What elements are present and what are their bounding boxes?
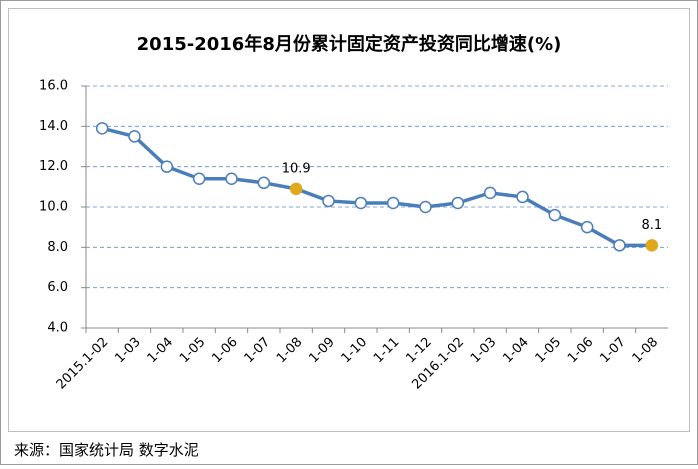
- point: [160, 160, 174, 173]
- y-tick-label: 14.0: [39, 119, 68, 134]
- point: [128, 130, 141, 143]
- data-label: 8.1: [641, 218, 662, 233]
- point: [386, 196, 400, 210]
- point: [548, 208, 562, 222]
- point: [613, 239, 626, 252]
- y-tick-label: 16.0: [39, 79, 68, 94]
- point: [192, 172, 206, 186]
- y-tick-label: 6.0: [47, 280, 68, 295]
- point: [516, 190, 529, 204]
- point: [580, 220, 594, 234]
- point: [322, 194, 335, 208]
- data-label: 10.9: [282, 161, 311, 176]
- source: 来源：国家统计局 数字水泥: [14, 441, 199, 459]
- y-tick-label: 10.0: [39, 200, 68, 215]
- point: [289, 182, 303, 196]
- point: [451, 196, 465, 210]
- y-tick-label: 8.0: [47, 240, 68, 255]
- chart-frame: [8, 8, 690, 432]
- y-tick-label: 12.0: [39, 159, 68, 174]
- point: [354, 196, 368, 210]
- point: [95, 122, 109, 135]
- point: [645, 239, 659, 252]
- point: [225, 172, 238, 186]
- point: [419, 200, 432, 214]
- chart-title: 2015-2016年8月份累计固定资产投资同比增速(%): [137, 33, 562, 55]
- point: [257, 176, 271, 190]
- y-tick-label: 4.0: [47, 321, 68, 336]
- point: [483, 186, 497, 200]
